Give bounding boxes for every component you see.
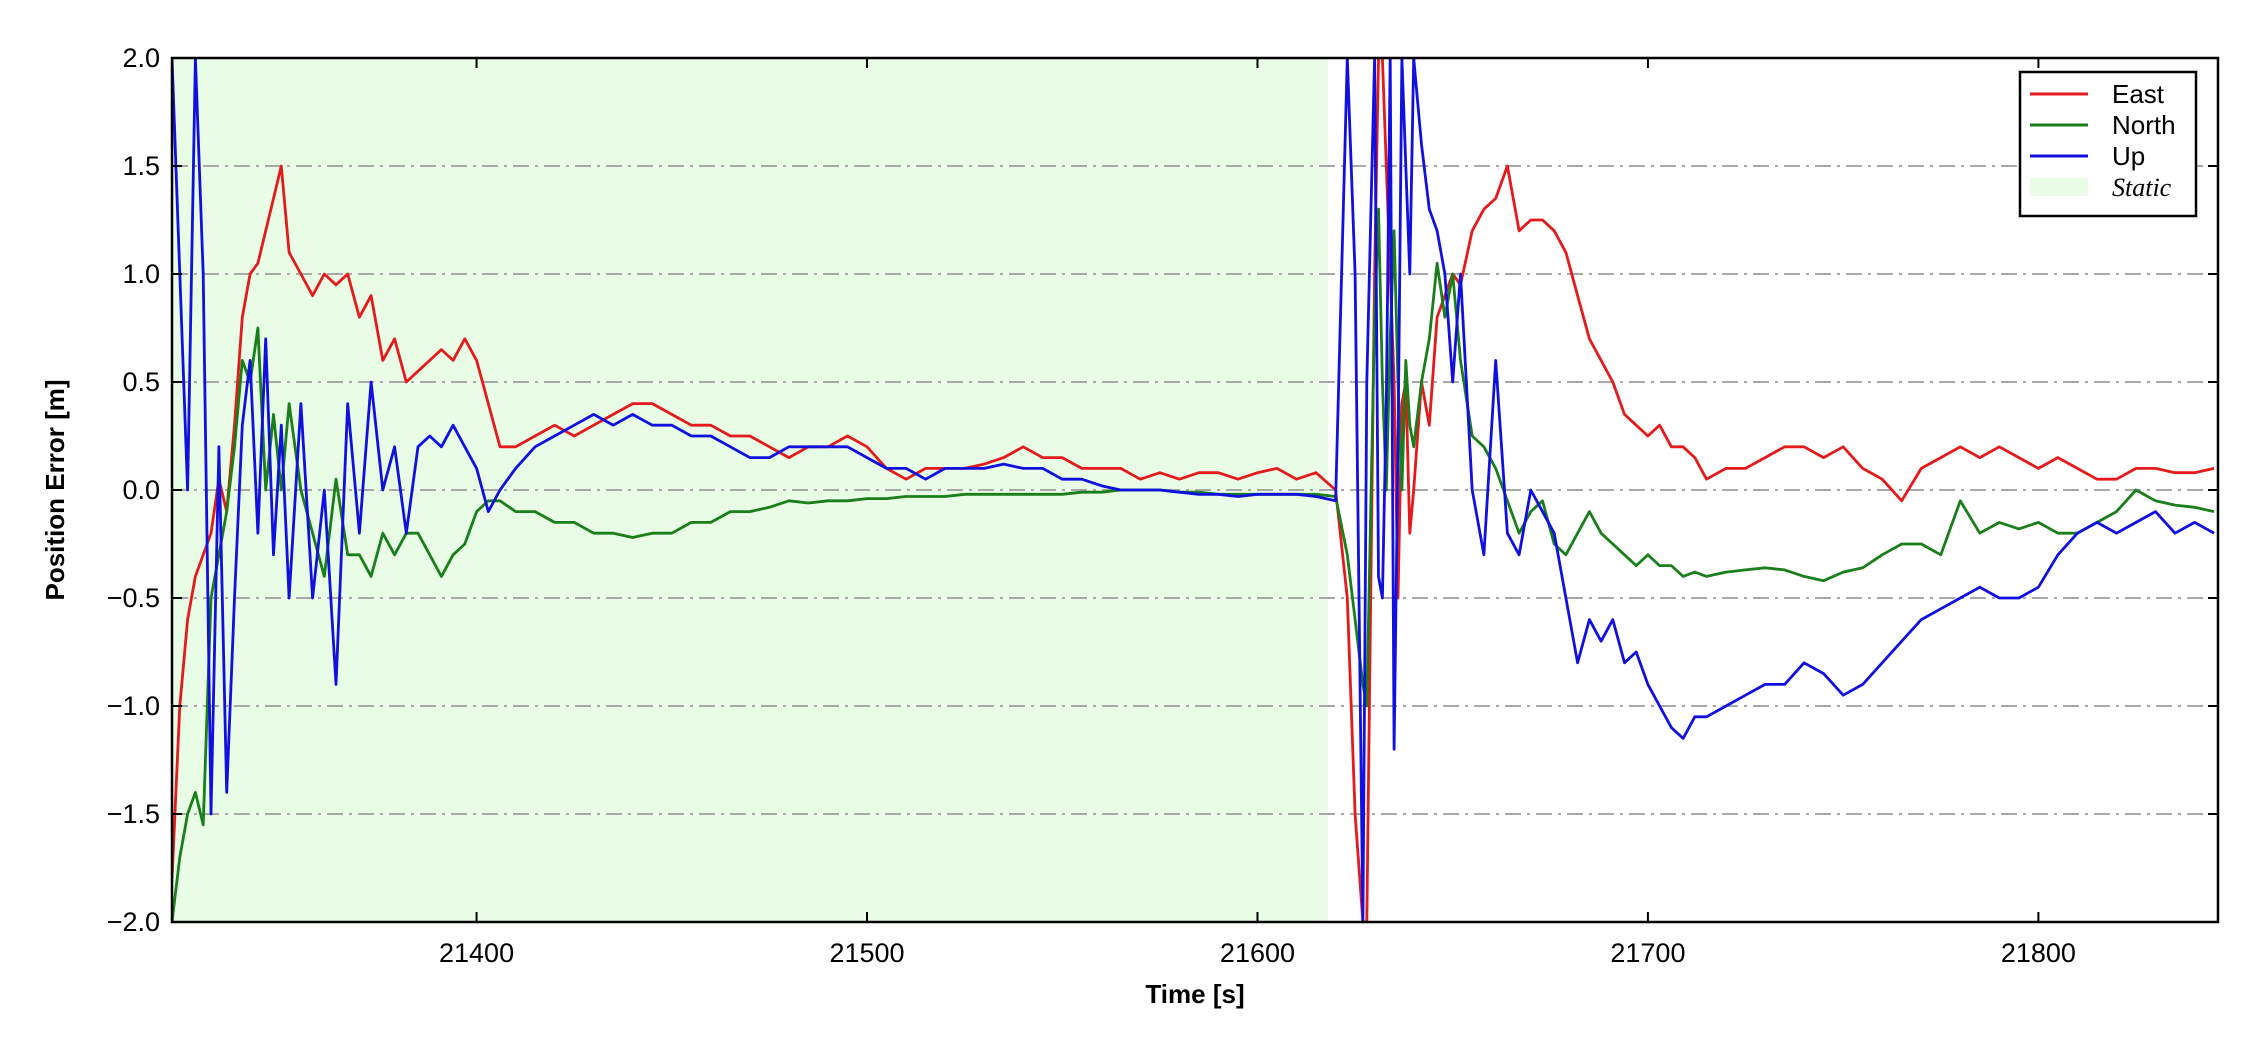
legend-label-up: Up	[2112, 141, 2145, 171]
y-tick-label-1: −1.5	[107, 799, 160, 829]
x-tick-label-2: 21600	[1220, 938, 1295, 968]
legend-swatch-static	[2030, 178, 2088, 196]
y-tick-label-6: 1.0	[122, 259, 160, 289]
x-tick-label-0: 21400	[439, 938, 514, 968]
plot-frame	[170, 56, 2220, 924]
series-layer	[172, 58, 2215, 922]
y-tick-label-3: −0.5	[107, 583, 160, 613]
gridlines	[172, 165, 2218, 815]
x-tick-label-1: 21500	[829, 938, 904, 968]
legend: East North Up Static	[2018, 70, 2198, 218]
series-line-up	[172, 58, 2215, 922]
x-tick-label-3: 21700	[1610, 938, 1685, 968]
y-tick-label-2: −1.0	[107, 691, 160, 721]
y-tick-label-5: 0.5	[122, 367, 160, 397]
y-tick-label-0: −2.0	[107, 907, 160, 937]
legend-label-static: Static	[2112, 173, 2172, 202]
legend-label-north: North	[2112, 110, 2176, 140]
y-axis-title: Position Error [m]	[40, 379, 70, 600]
y-tick-label-8: 2.0	[122, 43, 160, 73]
x-axis-title: Time [s]	[1145, 979, 1244, 1009]
x-tick-label-4: 21800	[2001, 938, 2076, 968]
y-tick-label-7: 1.5	[122, 151, 160, 181]
y-tick-label-4: 0.0	[122, 475, 160, 505]
legend-label-east: East	[2112, 79, 2165, 109]
ticks: 21400 21500 21600 21700 21800 −2.0 −1.5 −1.0 −0.…	[107, 43, 2218, 968]
series-line-east	[172, 58, 2215, 922]
